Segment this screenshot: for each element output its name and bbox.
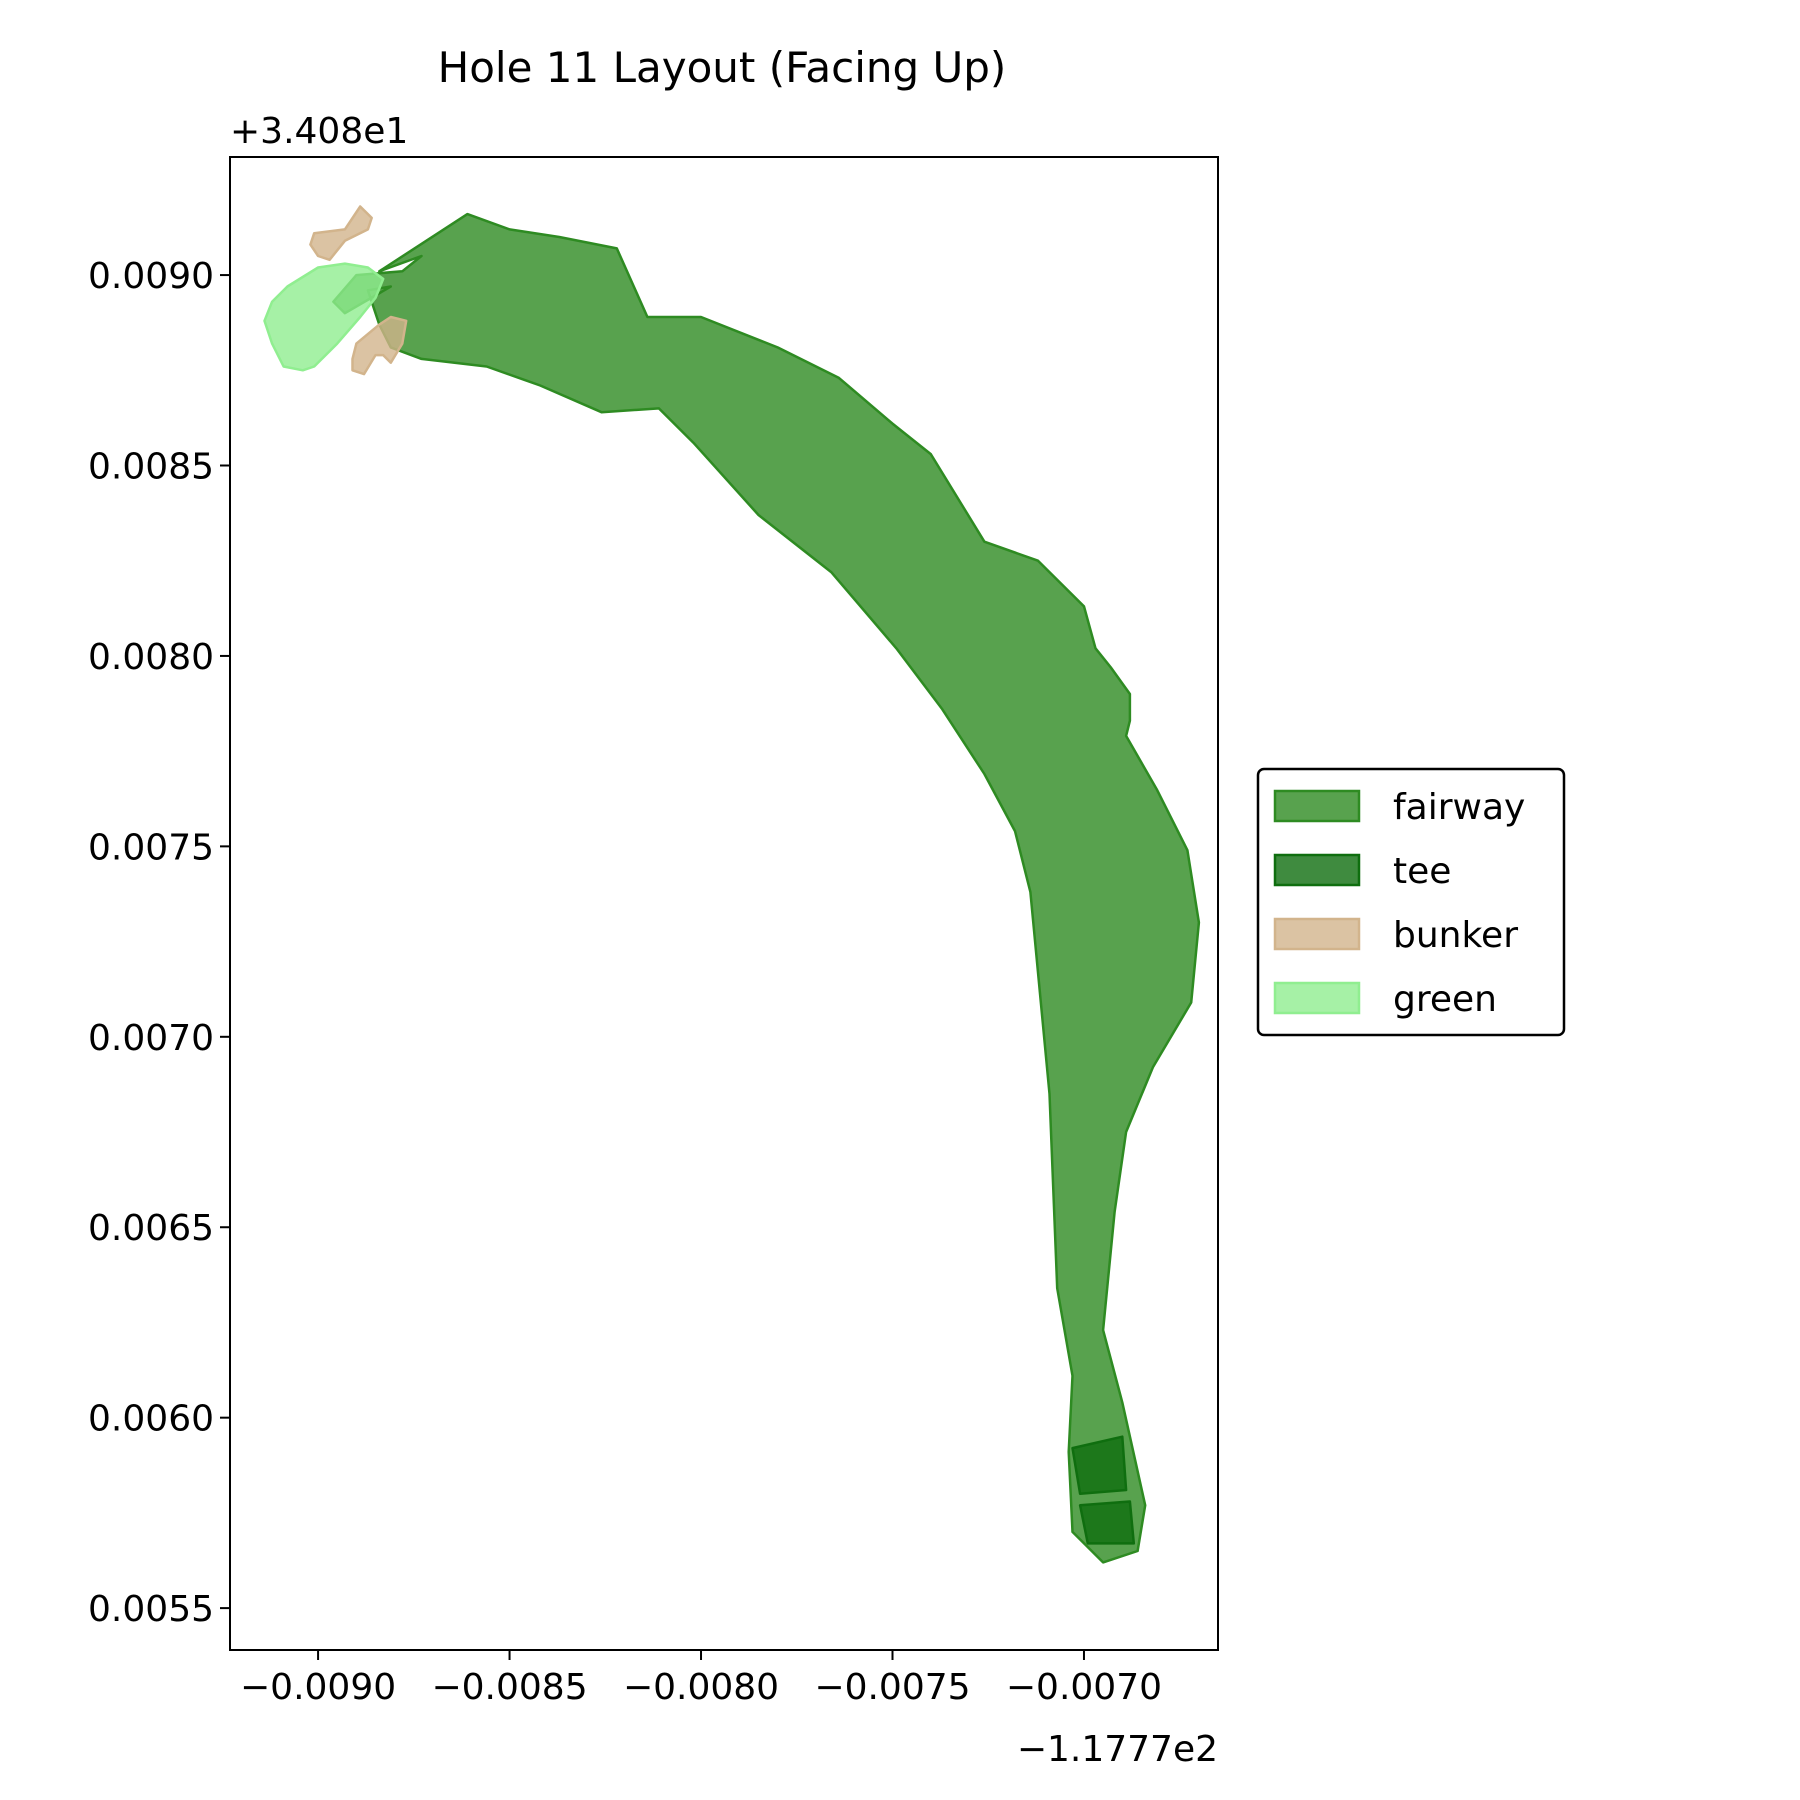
legend: fairway tee bunker green (1256, 767, 1566, 1037)
y-tick-label: 0.0065 (88, 1208, 214, 1249)
legend-swatch-tee (1273, 853, 1361, 887)
chart-title: Hole 11 Layout (Facing Up) (438, 43, 1007, 92)
x-tick-label: −0.0075 (814, 1667, 970, 1708)
tee-polygon-2 (1078, 1500, 1136, 1545)
tee-polygon-1 (1071, 1435, 1128, 1496)
green-polygon-1 (263, 262, 385, 372)
legend-box (1256, 767, 1566, 1037)
x-tick-label: −0.0080 (623, 1667, 779, 1708)
legend-swatch-fairway (1273, 789, 1361, 823)
bunker-polygon-1 (309, 205, 373, 262)
plot-shapes (263, 205, 1201, 1564)
x-offset-label: −1.1777e2 (1017, 1729, 1218, 1770)
legend-swatch-bunker (1273, 917, 1361, 951)
legend-label-green: green (1393, 979, 1497, 1020)
legend-label-bunker: bunker (1393, 915, 1518, 956)
y-axis: 0.0055 0.0060 0.0065 0.0070 0.0075 0.0080 0.00… (88, 256, 230, 1630)
y-offset-label: +3.408e1 (230, 111, 408, 152)
bunker-polygon-2 (351, 315, 408, 376)
legend-label-tee: tee (1393, 851, 1451, 892)
y-tick-label: 0.0075 (88, 827, 214, 868)
x-axis: −0.0090 −0.0085 −0.0080 −0.0075 −0.0070 (240, 1650, 1162, 1708)
plot-frame (229, 156, 1219, 1651)
x-tick-label: −0.0090 (240, 1667, 396, 1708)
y-tick-label: 0.0080 (88, 637, 214, 678)
y-tick-label: 0.0060 (88, 1399, 214, 1440)
y-tick-label: 0.0070 (88, 1018, 214, 1059)
x-tick-label: −0.0070 (1006, 1667, 1162, 1708)
y-tick-label: 0.0090 (88, 256, 214, 297)
y-tick-label: 0.0055 (88, 1589, 214, 1630)
legend-label-fairway: fairway (1393, 787, 1525, 828)
y-tick-label: 0.0085 (88, 447, 214, 488)
fairway-polygon-1 (332, 212, 1201, 1564)
x-tick-label: −0.0085 (431, 1667, 587, 1708)
legend-swatch-green (1273, 981, 1361, 1015)
